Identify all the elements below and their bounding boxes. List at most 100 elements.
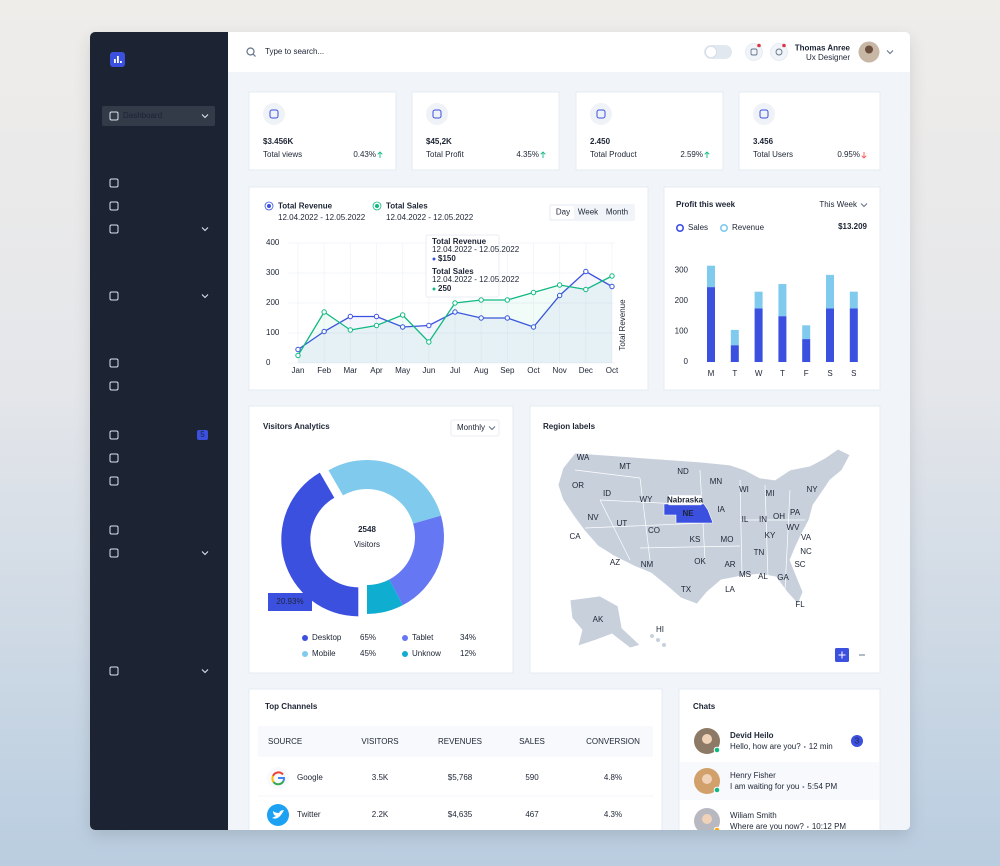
bar-segment	[802, 325, 811, 340]
filter-box[interactable]	[450, 419, 500, 437]
active-item-bg	[102, 106, 215, 126]
table-cell: $5,768	[448, 773, 473, 782]
donut-slice	[389, 515, 444, 606]
menu-item[interactable]: UI Elements	[123, 548, 167, 557]
table-cell: 467	[525, 810, 539, 819]
period-button[interactable]: Day	[556, 208, 570, 217]
submenu-item[interactable]: Tabs	[123, 640, 140, 649]
chevron	[860, 203, 868, 208]
search-input[interactable]: Type to search...	[265, 47, 324, 56]
x-tick-label: Feb	[317, 366, 331, 375]
submenu-item[interactable]: Kanban	[123, 265, 151, 274]
menu-item[interactable]: Messages	[123, 430, 159, 439]
chevron	[201, 551, 209, 556]
submenu-item[interactable]: Form Elements	[123, 315, 181, 324]
filter-dropdown[interactable]: This Week	[819, 200, 858, 209]
menu-icon	[109, 291, 119, 301]
legend-name: Desktop	[312, 633, 342, 642]
state-border	[639, 477, 651, 561]
state-label: NM	[641, 560, 654, 569]
chevron	[201, 227, 209, 232]
menu-group-label: MENU	[110, 88, 134, 97]
map-tooltip-text: Nabraska	[667, 496, 704, 505]
table-cell: 4.3%	[604, 810, 622, 819]
notifications-button[interactable]	[745, 43, 763, 61]
tooltip-period: 12.04.2022 - 12.05.2022	[432, 245, 520, 254]
tooltip-dot	[432, 287, 436, 291]
submenu-item[interactable]: Reset Password	[123, 724, 181, 733]
state-label: MO	[721, 535, 734, 544]
menu-item[interactable]: Invoice	[123, 476, 149, 485]
menu-item[interactable]: Profile	[123, 201, 146, 210]
highlighted-state	[663, 503, 714, 524]
bar-segment	[707, 287, 715, 362]
separator-dot	[806, 826, 809, 828]
state-label: LA	[725, 585, 735, 594]
submenu-item[interactable]: Buttons	[123, 589, 150, 598]
chat-name: Devid Heilo	[730, 731, 774, 740]
submenu-item[interactable]: Sign In	[123, 690, 150, 699]
chevron	[886, 50, 894, 55]
menu-icon	[109, 111, 119, 121]
period-button[interactable]: Week	[578, 208, 599, 217]
series-point	[426, 339, 432, 345]
chat-avatar-face	[702, 734, 712, 744]
submenu-item[interactable]: Analytics	[123, 152, 155, 161]
menu-icon	[109, 476, 119, 486]
trend-arrow	[861, 152, 867, 159]
menu-item[interactable]: Chart	[123, 525, 143, 534]
menu-icon	[109, 666, 119, 676]
menu-item[interactable]: Settings	[123, 381, 152, 390]
stat-icon	[759, 109, 769, 119]
legend-dot	[302, 635, 308, 641]
period-button[interactable]: Month	[606, 208, 628, 217]
submenu-item[interactable]: Form Layout	[123, 332, 169, 341]
google-logo-arc	[272, 771, 284, 777]
series-point	[399, 324, 406, 330]
menu-item[interactable]: Forms	[123, 291, 146, 300]
alaska	[569, 595, 641, 649]
google-logo-arc	[278, 777, 286, 782]
x-tick-label: Oct	[606, 366, 619, 375]
theme-toggle-knob	[705, 46, 717, 58]
hawaii	[650, 634, 654, 638]
submenu-item[interactable]: Cards	[123, 606, 144, 615]
series-point	[609, 273, 615, 279]
menu-item[interactable]: Task	[123, 224, 140, 233]
state-label: UT	[617, 519, 628, 528]
legend-value: 12%	[460, 649, 476, 658]
user-avatar-face	[865, 45, 873, 54]
menu-badge	[197, 430, 208, 440]
brand-logo-bar	[120, 61, 122, 63]
stat-change: 4.35%	[516, 150, 539, 159]
series-area	[298, 271, 612, 363]
submenu-item[interactable]: Sign Up	[123, 707, 152, 716]
submenu-item[interactable]: List	[123, 248, 138, 257]
submenu-item[interactable]: Alearts	[123, 572, 151, 581]
x-tick-label: Sep	[500, 366, 515, 375]
legend-dot	[402, 651, 408, 657]
bar-segment	[754, 291, 763, 309]
state-border	[639, 545, 741, 549]
submenu-item[interactable]: Modals	[123, 623, 149, 632]
x-tick-label: Jul	[450, 366, 460, 375]
submenu-item[interactable]: eCommerce	[123, 135, 169, 144]
state-label: IL	[742, 515, 749, 524]
messages-button[interactable]	[770, 43, 788, 61]
state-border	[784, 489, 791, 591]
menu-item[interactable]: Authentication	[123, 666, 174, 675]
x-tick-label: F	[804, 369, 809, 378]
callout-text: 20.93%	[276, 597, 303, 606]
state-border	[599, 499, 631, 561]
state-label: CO	[648, 526, 660, 535]
menu-icon	[109, 430, 119, 440]
menu-item[interactable]: Tables	[123, 358, 146, 367]
menu-item[interactable]: Calendar	[123, 178, 156, 187]
card-title: Region labels	[543, 422, 596, 431]
series-point	[321, 309, 327, 315]
menu-item[interactable]: Inbox	[123, 453, 143, 462]
header	[228, 32, 910, 72]
online-status	[713, 786, 721, 794]
menu-item[interactable]: Dashboard	[123, 111, 162, 120]
state-label: WV	[787, 523, 801, 532]
